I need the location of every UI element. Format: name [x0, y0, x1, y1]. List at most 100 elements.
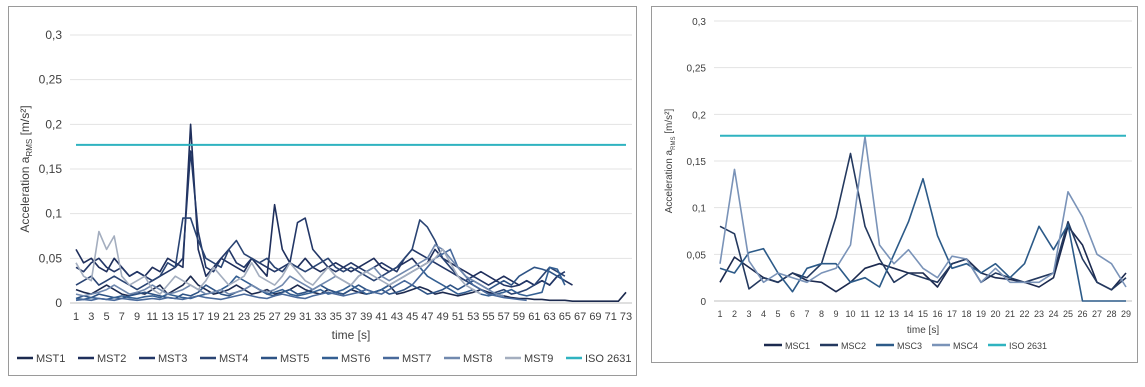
x-tick-label: 3 — [746, 309, 751, 319]
legend-label-mst3: MST3 — [158, 353, 187, 365]
x-tick-label: 51 — [452, 311, 464, 323]
chart-panel-right: 0 0,05 0,1 0,15 0,2 0,25 0,3 1 2 3 4 5 6 7 8 9 10 11 12 13 1… — [651, 6, 1138, 363]
x-tick-label: 23 — [238, 311, 250, 323]
x-tick-label: 15 — [918, 309, 928, 319]
x-tick-label: 25 — [253, 311, 265, 323]
x-tick-label: 29 — [284, 311, 296, 323]
x-tick-label: 28 — [1106, 309, 1116, 319]
y-tick-label: 0 — [700, 297, 706, 308]
x-tick-label: 33 — [314, 311, 326, 323]
x-tick-label: 8 — [819, 309, 824, 319]
legend-label-mst5: MST5 — [280, 353, 309, 365]
y-tick-label: 0 — [55, 296, 62, 310]
x-tick-label: 25 — [1063, 309, 1073, 319]
series-line-mst9 — [75, 230, 482, 295]
legend-label-msc2: MSC2 — [841, 341, 866, 351]
x-tick-label: 23 — [1034, 309, 1044, 319]
legend-label-mst4: MST4 — [219, 353, 248, 365]
x-tick-label: 4 — [761, 309, 766, 319]
y-tick-label: 0,05 — [39, 251, 63, 265]
x-tick-label: 7 — [119, 311, 125, 323]
x-tick-label: 9 — [134, 311, 140, 323]
x-tick-label: 14 — [903, 309, 913, 319]
x-tick-label: 67 — [574, 311, 586, 323]
x-tick-label: 13 — [889, 309, 899, 319]
x-tick-label: 37 — [345, 311, 357, 323]
legend-label-msc3: MSC3 — [897, 341, 922, 351]
y-tick-label: 0,2 — [692, 110, 706, 121]
x-tick-label: 19 — [207, 311, 219, 323]
x-tick-label: 13 — [162, 311, 174, 323]
x-tick-label: 71 — [605, 311, 617, 323]
y-axis-title: Acceleration aRMS [m/s²] — [664, 109, 677, 214]
legend-label-msc1: MSC1 — [785, 341, 810, 351]
legend-label-iso-2631: ISO 2631 — [1009, 341, 1047, 351]
chart-right: 00,050,10,150,20,250,31 2 3 4 5 6 7 8 9 10 11 12 13 1… — [664, 17, 1132, 351]
legend-label-msc4: MSC4 — [953, 341, 978, 351]
x-tick-label: 19 — [976, 309, 986, 319]
x-tick-label: 45 — [406, 311, 418, 323]
x-axis-title: time [s] — [907, 325, 939, 336]
series-line-mst2 — [75, 123, 573, 286]
legend-label-mst1: MST1 — [36, 353, 65, 365]
x-tick-label: 7 — [804, 309, 809, 319]
x-tick-label: 5 — [775, 309, 780, 319]
legend-label-iso-2631: ISO 2631 — [585, 353, 631, 365]
x-tick-label: 55 — [482, 311, 494, 323]
x-tick-label: 65 — [559, 311, 571, 323]
y-tick-label: 0,15 — [39, 162, 63, 176]
x-tick-label: 22 — [1019, 309, 1029, 319]
x-tick-label: 53 — [467, 311, 479, 323]
y-tick-label: 0,2 — [45, 117, 62, 131]
x-tick-label: 27 — [268, 311, 280, 323]
x-tick-label: 35 — [330, 311, 342, 323]
x-tick-label: 5 — [103, 311, 109, 323]
y-tick-label: 0,3 — [692, 17, 706, 28]
x-tick-label: 49 — [437, 311, 449, 323]
legend-label-mst8: MST8 — [463, 353, 492, 365]
y-axis-title: Acceleration aRMS [m/s²] — [18, 105, 34, 232]
series-line-mst8 — [75, 244, 504, 297]
x-tick-label: 59 — [513, 311, 525, 323]
x-tick-label: 20 — [990, 309, 1000, 319]
x-tick-label: 73 — [620, 311, 632, 323]
x-tick-label: 39 — [360, 311, 372, 323]
series-line-mst7 — [75, 248, 527, 302]
y-tick-label: 0,25 — [687, 64, 707, 75]
x-tick-label: 17 — [947, 309, 957, 319]
x-tick-label: 61 — [528, 311, 540, 323]
x-tick-label: 47 — [421, 311, 433, 323]
x-tick-label: 57 — [498, 311, 510, 323]
legend-label-mst7: MST7 — [402, 353, 431, 365]
legend-label-mst2: MST2 — [97, 353, 126, 365]
x-tick-label: 69 — [589, 311, 601, 323]
y-tick-label: 0,1 — [692, 204, 706, 215]
y-tick-label: 0,15 — [687, 157, 707, 168]
x-tick-label: 26 — [1077, 309, 1087, 319]
x-tick-label: 31 — [299, 311, 311, 323]
x-tick-label: 3 — [88, 311, 94, 323]
y-tick-label: 0,3 — [45, 28, 62, 42]
series-line-msc1 — [719, 225, 1127, 293]
legend-label-mst6: MST6 — [341, 353, 370, 365]
chart-panel-left: 0 0,05 0,1 0,15 0,2 0,25 0,3 1 3 5 7 9 11 13 15 17 19 21 2… — [8, 6, 637, 376]
y-tick-label: 0,05 — [687, 250, 707, 261]
x-tick-label: 21 — [223, 311, 235, 323]
series-line-mst3 — [75, 150, 566, 288]
x-tick-label: 12 — [874, 309, 884, 319]
x-tick-label: 15 — [177, 311, 189, 323]
x-tick-label: 63 — [543, 311, 555, 323]
x-tick-label: 24 — [1048, 309, 1058, 319]
x-tick-label: 2 — [732, 309, 737, 319]
series-line-mst6 — [75, 266, 566, 301]
x-tick-label: 21 — [1005, 309, 1015, 319]
x-tick-label: 6 — [790, 309, 795, 319]
x-tick-label: 10 — [845, 309, 855, 319]
x-tick-label: 27 — [1092, 309, 1102, 319]
x-tick-label: 11 — [147, 311, 158, 323]
x-tick-label: 1 — [717, 309, 722, 319]
x-tick-label: 41 — [375, 311, 387, 323]
y-tick-label: 0,1 — [45, 207, 62, 221]
series-line-msc2 — [719, 152, 1127, 291]
x-axis-title: time [s] — [332, 328, 371, 342]
